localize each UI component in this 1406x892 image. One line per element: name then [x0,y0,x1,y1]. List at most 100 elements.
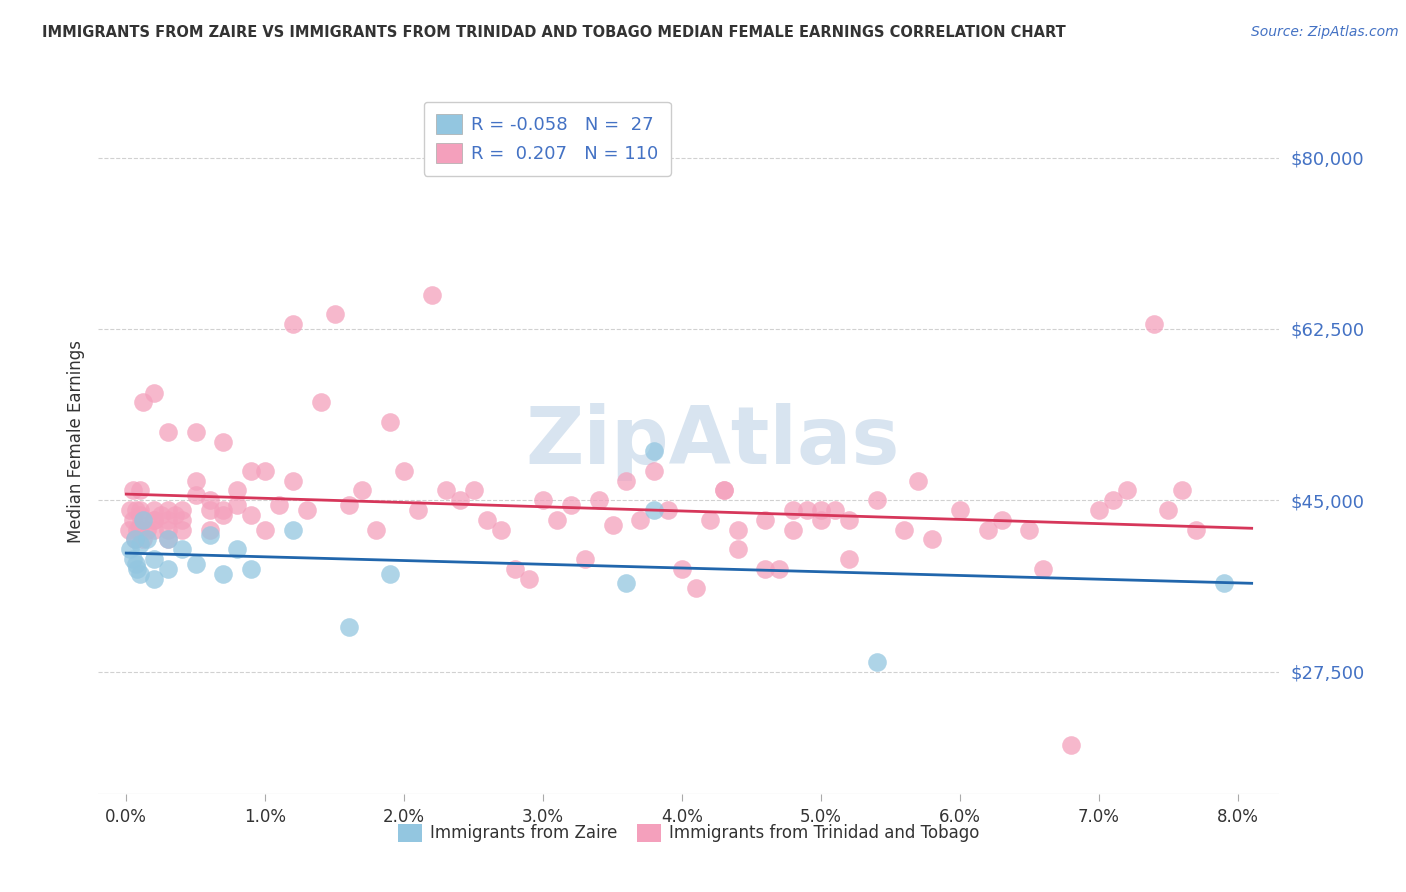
Y-axis label: Median Female Earnings: Median Female Earnings [66,340,84,543]
Point [143,572,166,586]
Point [643,444,665,458]
Point [143,513,166,527]
Point [309,395,332,409]
Point [156,533,179,547]
Point [184,425,207,439]
Point [156,533,179,547]
Point [337,498,360,512]
Point [531,493,554,508]
Point [810,503,832,517]
Point [1171,483,1194,498]
Point [560,498,582,512]
Point [406,503,429,517]
Point [628,513,651,527]
Point [149,508,172,522]
Point [184,474,207,488]
Point [727,542,749,557]
Point [156,513,179,527]
Point [184,488,207,502]
Point [254,464,277,478]
Point [1060,738,1083,752]
Point [949,503,972,517]
Point [768,562,790,576]
Point [129,537,152,551]
Point [503,562,526,576]
Point [281,317,304,331]
Point [392,464,415,478]
Legend: Immigrants from Zaire, Immigrants from Trinidad and Tobago: Immigrants from Zaire, Immigrants from T… [392,817,986,849]
Point [380,415,402,429]
Point [1115,483,1137,498]
Point [337,620,360,634]
Point [1185,523,1208,537]
Point [170,523,193,537]
Point [782,503,804,517]
Point [810,513,832,527]
Point [574,552,596,566]
Point [136,523,159,537]
Point [754,513,776,527]
Point [198,523,221,537]
Point [170,542,193,557]
Point [1212,576,1234,591]
Point [240,464,263,478]
Point [129,566,152,581]
Point [1032,562,1054,576]
Point [838,552,860,566]
Point [893,523,915,537]
Point [212,508,235,522]
Point [125,503,148,517]
Point [132,513,155,527]
Point [477,513,499,527]
Point [129,517,152,532]
Point [226,483,249,498]
Point [240,508,263,522]
Point [143,523,166,537]
Point [198,503,221,517]
Point [120,542,142,557]
Point [699,513,721,527]
Point [865,493,887,508]
Point [143,552,166,566]
Point [254,523,277,537]
Point [449,493,471,508]
Point [125,557,148,571]
Point [143,385,166,400]
Point [713,483,735,498]
Point [281,523,304,537]
Text: Source: ZipAtlas.com: Source: ZipAtlas.com [1251,25,1399,39]
Point [212,503,235,517]
Point [156,503,179,517]
Point [323,307,346,321]
Point [132,533,155,547]
Point [366,523,388,537]
Point [643,464,665,478]
Point [546,513,568,527]
Point [588,493,610,508]
Point [671,562,693,576]
Point [129,523,152,537]
Point [713,483,735,498]
Point [616,576,638,591]
Point [129,503,152,517]
Point [120,503,142,517]
Point [727,523,749,537]
Point [380,566,402,581]
Point [463,483,485,498]
Point [143,503,166,517]
Point [127,562,149,576]
Text: ZipAtlas: ZipAtlas [526,402,900,481]
Point [184,557,207,571]
Point [170,503,193,517]
Point [122,483,145,498]
Point [517,572,540,586]
Point [907,474,929,488]
Point [1018,523,1040,537]
Text: IMMIGRANTS FROM ZAIRE VS IMMIGRANTS FROM TRINIDAD AND TOBAGO MEDIAN FEMALE EARNI: IMMIGRANTS FROM ZAIRE VS IMMIGRANTS FROM… [42,25,1066,40]
Point [163,508,186,522]
Point [990,513,1012,527]
Point [132,395,155,409]
Point [838,513,860,527]
Point [226,542,249,557]
Point [754,562,776,576]
